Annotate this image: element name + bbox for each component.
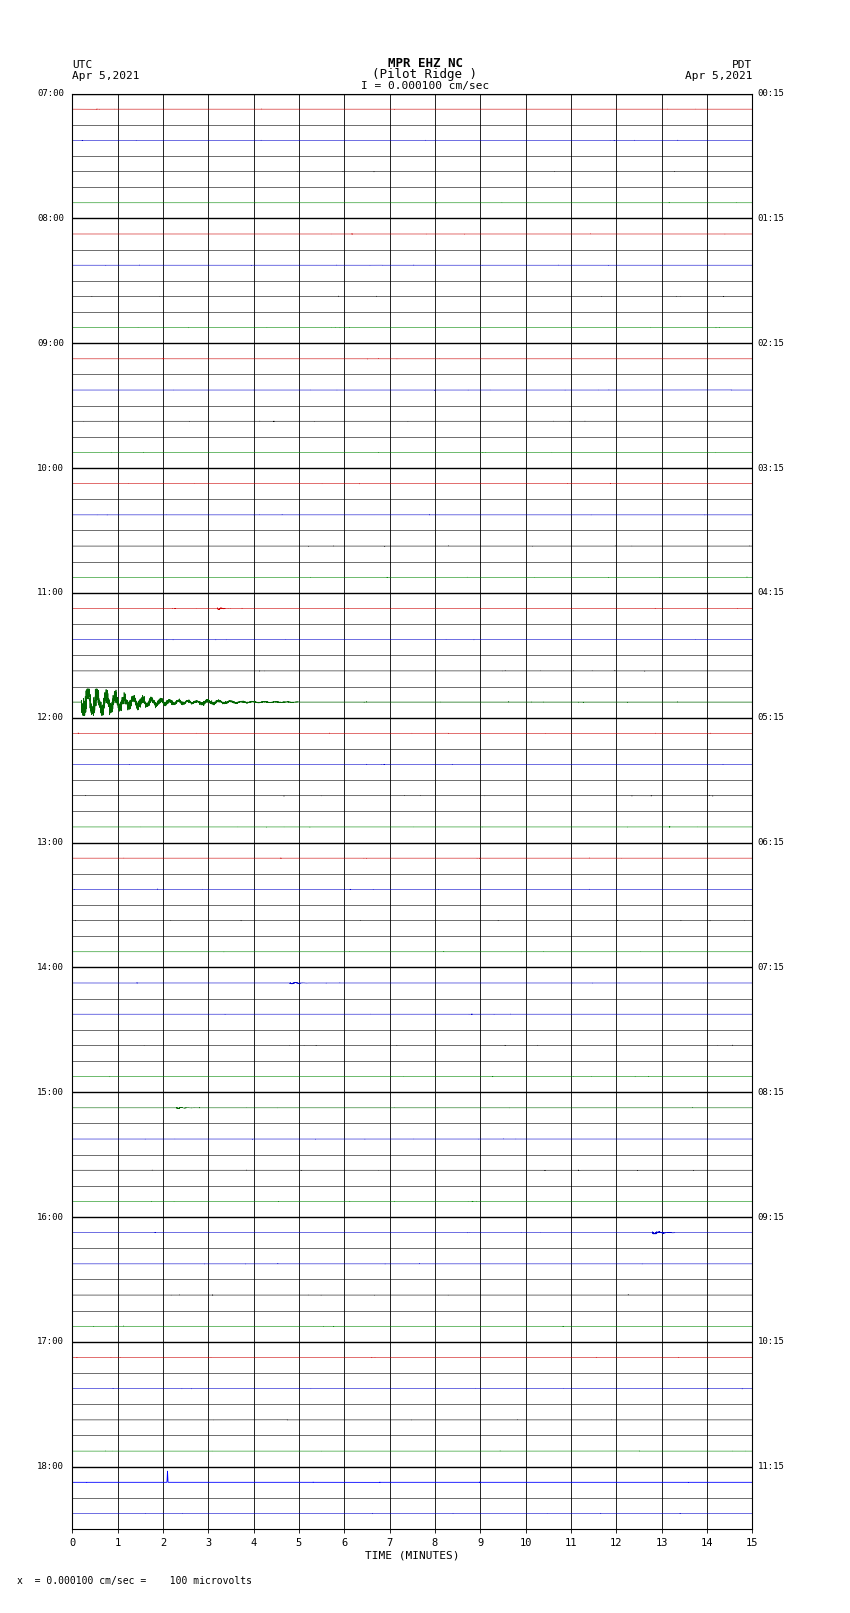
Text: 01:15: 01:15 [757, 215, 785, 223]
Text: x  = 0.000100 cm/sec =    100 microvolts: x = 0.000100 cm/sec = 100 microvolts [17, 1576, 252, 1586]
Text: 00:15: 00:15 [757, 89, 785, 98]
Text: 16:00: 16:00 [37, 1213, 64, 1221]
Text: PDT: PDT [732, 60, 752, 71]
Text: 11:15: 11:15 [757, 1463, 785, 1471]
Text: 05:15: 05:15 [757, 713, 785, 723]
Text: 10:00: 10:00 [37, 463, 64, 473]
Text: 02:15: 02:15 [757, 339, 785, 348]
Text: 13:00: 13:00 [37, 839, 64, 847]
Text: 06:15: 06:15 [757, 839, 785, 847]
Text: 07:15: 07:15 [757, 963, 785, 973]
Text: 03:15: 03:15 [757, 463, 785, 473]
Text: (Pilot Ridge ): (Pilot Ridge ) [372, 68, 478, 82]
Text: Apr 5,2021: Apr 5,2021 [72, 71, 139, 82]
Text: MPR EHZ NC: MPR EHZ NC [388, 56, 462, 71]
Text: Apr 5,2021: Apr 5,2021 [685, 71, 752, 82]
Text: 09:15: 09:15 [757, 1213, 785, 1221]
Text: 04:15: 04:15 [757, 589, 785, 597]
Text: 15:00: 15:00 [37, 1087, 64, 1097]
Text: 08:00: 08:00 [37, 215, 64, 223]
Text: I = 0.000100 cm/sec: I = 0.000100 cm/sec [361, 81, 489, 90]
Text: 12:00: 12:00 [37, 713, 64, 723]
Text: 17:00: 17:00 [37, 1337, 64, 1347]
Text: 10:15: 10:15 [757, 1337, 785, 1347]
Text: 07:00: 07:00 [37, 89, 64, 98]
Text: 09:00: 09:00 [37, 339, 64, 348]
Text: 18:00: 18:00 [37, 1463, 64, 1471]
Text: 08:15: 08:15 [757, 1087, 785, 1097]
X-axis label: TIME (MINUTES): TIME (MINUTES) [365, 1552, 460, 1561]
Text: UTC: UTC [72, 60, 93, 71]
Text: 14:00: 14:00 [37, 963, 64, 973]
Text: 11:00: 11:00 [37, 589, 64, 597]
